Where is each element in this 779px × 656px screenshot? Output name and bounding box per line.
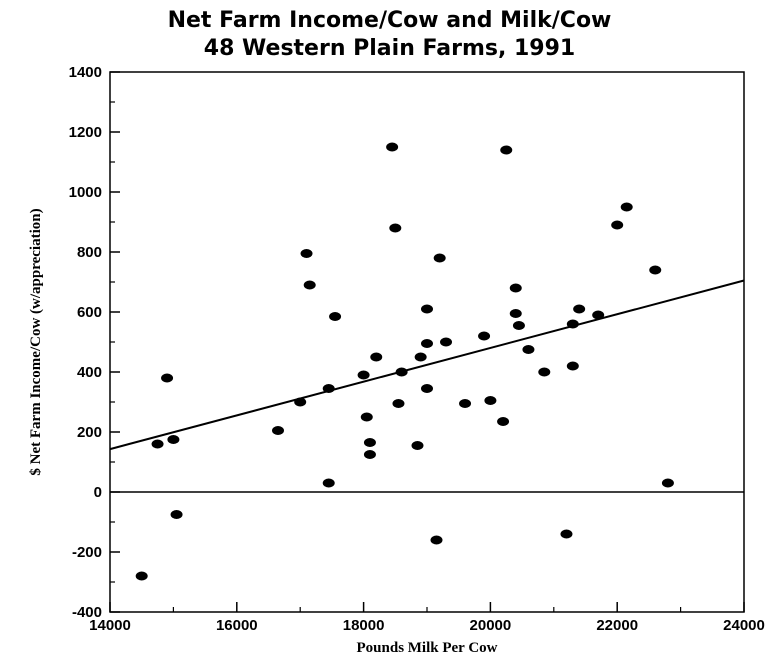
data-point — [620, 202, 633, 212]
data-point — [386, 142, 399, 152]
data-point — [303, 280, 316, 290]
x-tick-label: 14000 — [89, 617, 131, 634]
data-point — [592, 310, 605, 320]
data-point — [649, 265, 662, 275]
y-tick-label: 600 — [77, 304, 102, 321]
data-point — [272, 426, 285, 435]
trend-line — [109, 279, 745, 451]
data-point — [167, 435, 180, 444]
data-point — [363, 438, 376, 447]
data-point — [497, 417, 510, 426]
data-point — [135, 571, 148, 581]
data-point — [300, 249, 313, 258]
chart-subtitle: 48 Western Plain Farms, 1991 — [203, 36, 576, 61]
y-tick-label: 200 — [77, 424, 102, 441]
y-tick-label: 1200 — [69, 124, 102, 141]
data-point — [360, 412, 373, 422]
data-point — [392, 399, 405, 408]
x-ticks: 14000 16000 18000 20000 22000 24000 — [89, 602, 765, 634]
data-point — [500, 145, 513, 155]
y-tick-label: 1400 — [69, 64, 102, 81]
x-tick-label: 18000 — [343, 617, 385, 634]
data-point — [509, 309, 522, 318]
data-point — [512, 321, 525, 330]
data-point — [170, 510, 183, 519]
x-axis-title: Pounds Milk Per Cow — [357, 640, 498, 656]
y-tick-label: -200 — [72, 544, 102, 561]
y-tick-label: -400 — [72, 604, 102, 621]
data-point — [322, 384, 335, 393]
data-point — [414, 352, 427, 362]
data-point — [538, 367, 551, 377]
y-ticks: -400 -200 0 200 400 600 800 1000 1200 1400 — [69, 64, 120, 621]
data-point — [322, 478, 335, 488]
y-tick-label: 400 — [77, 364, 102, 381]
data-point — [151, 439, 164, 449]
data-point — [560, 529, 573, 539]
data-point — [161, 373, 174, 383]
data-point — [430, 535, 443, 545]
data-point — [566, 361, 579, 371]
data-point — [363, 450, 376, 459]
data-point — [421, 384, 433, 393]
data-point — [395, 367, 408, 377]
x-tick-label: 24000 — [723, 617, 765, 634]
data-point — [294, 397, 307, 407]
data-point — [484, 396, 497, 405]
y-axis-title: $ Net Farm Income/Cow (w/appreciation) — [28, 208, 44, 475]
y-tick-label: 1000 — [69, 184, 102, 201]
data-points — [135, 142, 674, 581]
data-point — [566, 319, 579, 329]
data-point — [611, 220, 624, 230]
data-point — [440, 337, 453, 347]
x-tick-label: 22000 — [596, 617, 638, 634]
data-point — [357, 370, 370, 380]
y-tick-label: 0 — [94, 484, 102, 501]
y-tick-label: 800 — [77, 244, 102, 261]
data-point — [370, 352, 383, 362]
data-point — [509, 283, 522, 293]
data-point — [421, 304, 433, 314]
x-tick-label: 16000 — [216, 617, 258, 634]
data-point — [573, 304, 586, 314]
data-point — [421, 339, 433, 348]
x-tick-label: 20000 — [470, 617, 512, 634]
data-point — [522, 345, 535, 354]
chart-title: Net Farm Income/Cow and Milk/Cow — [167, 8, 612, 33]
data-point — [459, 399, 472, 408]
data-point — [433, 253, 446, 263]
data-point — [411, 441, 424, 450]
data-point — [478, 331, 491, 341]
data-point — [329, 312, 342, 321]
data-point — [661, 478, 674, 488]
data-point — [389, 223, 402, 233]
